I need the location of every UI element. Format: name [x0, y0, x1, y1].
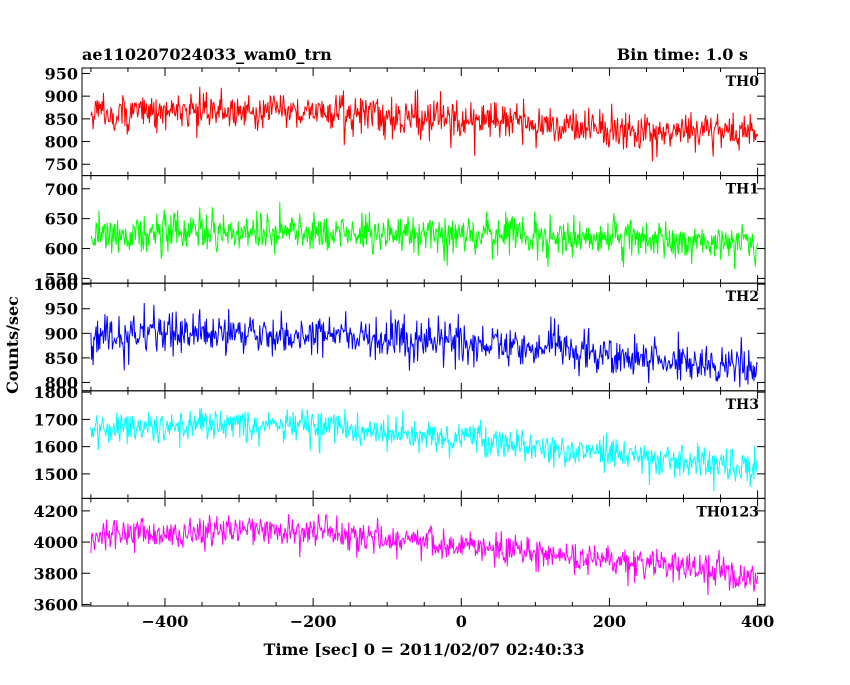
y-tick-label: 1800	[33, 383, 78, 402]
y-tick-label: 900	[45, 87, 78, 106]
y-tick-label: 850	[45, 349, 78, 368]
channel-label-th0: TH0	[726, 74, 760, 90]
x-tick-label: −200	[290, 612, 337, 631]
series-th0123	[90, 514, 759, 596]
x-tick-label: 200	[593, 612, 626, 631]
y-tick-label: 550	[45, 269, 78, 288]
series-th3	[90, 408, 759, 492]
y-tick-label: 4000	[33, 533, 78, 552]
x-tick-label: 400	[741, 612, 774, 631]
series-th1	[90, 201, 759, 270]
y-tick-label: 850	[45, 110, 78, 129]
x-axis-label: Time [sec] 0 = 2011/02/07 02:40:33	[264, 640, 585, 659]
panel-frame	[81, 390, 766, 499]
y-tick-label: 950	[45, 64, 78, 83]
channel-label-th0123: TH0123	[696, 504, 759, 520]
y-tick-label: 1700	[33, 410, 78, 429]
y-tick-label: 1000	[33, 275, 78, 294]
y-tick-label: 3600	[33, 595, 78, 614]
panels-group: TH0 750 800 850 900 950 TH1 550 600 650 700 TH2 800 8…	[33, 64, 774, 631]
panel-th1: TH1 550 600 650 700	[45, 175, 766, 288]
panel-th0: TH0 750 800 850 900 950	[45, 64, 766, 177]
y-tick-label: 800	[45, 373, 78, 392]
y-tick-label: 950	[45, 300, 78, 319]
y-tick-label: 1600	[33, 438, 78, 457]
channel-label-th1: TH1	[726, 182, 759, 198]
y-tick-label: 4200	[33, 502, 78, 521]
channel-label-th2: TH2	[726, 289, 759, 305]
x-tick-label: 0	[456, 612, 467, 631]
y-tick-label: 700	[45, 180, 78, 199]
panel-th2: TH2 800 850 900 950 1000	[33, 275, 766, 392]
y-tick-label: 3800	[33, 564, 78, 583]
y-axis-label: Counts/sec	[3, 296, 22, 394]
channel-label-th3: TH3	[726, 397, 759, 413]
panel-frame	[81, 497, 766, 607]
y-tick-label: 900	[45, 324, 78, 343]
y-tick-label: 650	[45, 210, 78, 229]
panel-th0123: TH0123 3600 3800 4000 4200	[33, 497, 766, 614]
series-th2	[90, 302, 758, 388]
y-tick-label: 750	[45, 155, 78, 174]
y-tick-label: 600	[45, 240, 78, 259]
series-th0	[90, 86, 759, 162]
plot-title: ae110207024033_wam0_trn	[82, 45, 332, 64]
x-tick-label: −400	[142, 612, 189, 631]
panel-th3: TH3 1500 1600 1700 1800	[33, 383, 766, 499]
y-tick-label: 1500	[33, 465, 78, 484]
y-tick-label: 800	[45, 133, 78, 152]
bin-time-label: Bin time: 1.0 s	[617, 45, 748, 64]
